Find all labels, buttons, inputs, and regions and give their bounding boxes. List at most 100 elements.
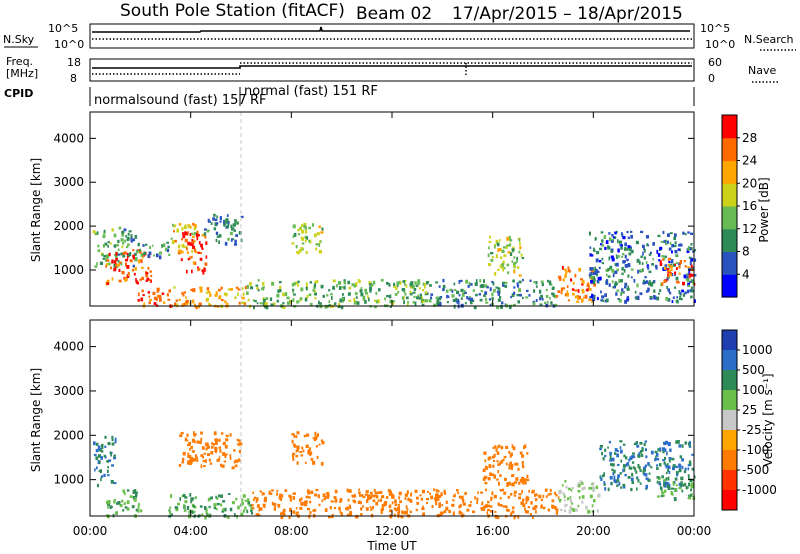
echo-cell xyxy=(608,440,611,444)
echo-cell xyxy=(540,498,544,502)
echo-cell xyxy=(186,433,189,437)
echo-cell xyxy=(293,293,296,296)
echo-cell xyxy=(97,483,99,488)
echo-cell xyxy=(630,276,633,279)
echo-cell xyxy=(607,446,609,449)
echo-cell xyxy=(147,266,150,270)
echo-cell xyxy=(580,278,584,281)
echo-cell xyxy=(684,482,687,487)
echo-cell xyxy=(256,497,259,501)
echo-cell xyxy=(595,485,599,490)
echo-cell xyxy=(636,283,639,288)
echo-cell xyxy=(614,448,618,452)
echo-cell xyxy=(518,493,522,496)
echo-cell xyxy=(409,293,413,296)
echo-cell xyxy=(502,267,504,272)
echo-cell xyxy=(305,444,309,448)
echo-cell xyxy=(191,232,194,236)
echo-cell xyxy=(554,491,557,495)
echo-cell xyxy=(630,230,633,233)
echo-cell xyxy=(291,439,294,444)
echo-cell xyxy=(137,505,140,509)
echo-cell xyxy=(343,279,346,283)
echo-cell xyxy=(216,497,219,500)
echo-cell xyxy=(318,225,321,229)
echo-cell xyxy=(109,505,112,509)
echo-cell xyxy=(293,281,297,286)
echo-cell xyxy=(500,445,504,450)
echo-cell xyxy=(365,507,369,511)
echo-cell xyxy=(551,504,553,509)
echo-cell xyxy=(113,233,117,238)
echo-cell xyxy=(516,294,520,297)
echo-cell xyxy=(330,500,334,503)
freq-left-tick-bottom: 8 xyxy=(70,72,77,85)
echo-cell xyxy=(353,297,356,302)
echo-cell xyxy=(121,499,124,503)
echo-cell xyxy=(101,445,104,449)
echo-cell xyxy=(106,280,109,283)
echo-cell xyxy=(661,282,664,286)
echo-cell xyxy=(493,494,497,499)
echo-cell xyxy=(296,250,298,254)
echo-cell xyxy=(342,300,345,303)
power-ylabel: Slant Range [km] xyxy=(29,158,43,262)
echo-cell xyxy=(428,298,432,303)
echo-cell xyxy=(158,294,162,299)
echo-cell xyxy=(287,301,290,305)
echo-cell xyxy=(569,496,572,499)
echo-cell xyxy=(493,474,496,479)
echo-cell xyxy=(685,485,688,490)
echo-cell xyxy=(224,453,228,456)
power-colorbar-tick: 8 xyxy=(742,245,750,259)
station-title: South Pole Station (fitACF) xyxy=(120,1,345,21)
echo-cell xyxy=(551,292,554,296)
echo-cell xyxy=(262,281,265,286)
echo-cell xyxy=(601,244,605,247)
echo-cell xyxy=(140,509,143,513)
x-tick-label: 04:00 xyxy=(173,524,208,538)
echo-cell xyxy=(176,228,179,233)
echo-cell xyxy=(513,262,516,266)
freq-right-tick-bottom: 0 xyxy=(708,72,715,85)
echo-cell xyxy=(474,282,478,286)
echo-cell xyxy=(291,454,295,459)
echo-cell xyxy=(220,463,223,467)
echo-cell xyxy=(149,270,152,273)
power-colorbar-segment xyxy=(722,228,737,253)
echo-cell xyxy=(295,513,298,516)
echo-cell xyxy=(280,515,284,520)
echo-cell xyxy=(640,255,643,258)
echo-cell xyxy=(603,483,606,486)
echo-cell xyxy=(625,456,628,460)
echo-cell xyxy=(132,255,135,260)
echo-cell xyxy=(190,456,194,461)
echo-cell xyxy=(627,245,631,249)
echo-cell xyxy=(101,450,104,453)
echo-cell xyxy=(602,299,605,302)
echo-cell xyxy=(435,493,439,498)
echo-cell xyxy=(183,291,186,294)
echo-cell xyxy=(502,260,505,265)
echo-cell xyxy=(614,263,617,267)
echo-cell xyxy=(670,260,673,264)
freq-panel: Freq. [MHz] 18 8 60 0 Nave xyxy=(6,55,778,85)
echo-band-power-2 xyxy=(136,241,171,260)
echo-cell xyxy=(510,512,513,516)
echo-cell xyxy=(640,454,644,457)
echo-cell xyxy=(624,283,628,286)
echo-cell xyxy=(156,297,158,302)
echo-cell xyxy=(234,239,237,243)
echo-cell xyxy=(137,292,140,297)
echo-cell xyxy=(526,289,529,293)
echo-cell xyxy=(323,497,326,501)
echo-cell xyxy=(481,284,485,288)
echo-cell xyxy=(295,454,299,458)
echo-cell xyxy=(609,457,613,461)
echo-cell xyxy=(171,240,175,244)
echo-cell xyxy=(372,494,375,498)
echo-cell xyxy=(332,279,336,283)
echo-cell xyxy=(470,297,474,301)
echo-cell xyxy=(631,455,634,459)
echo-cell xyxy=(687,284,691,288)
